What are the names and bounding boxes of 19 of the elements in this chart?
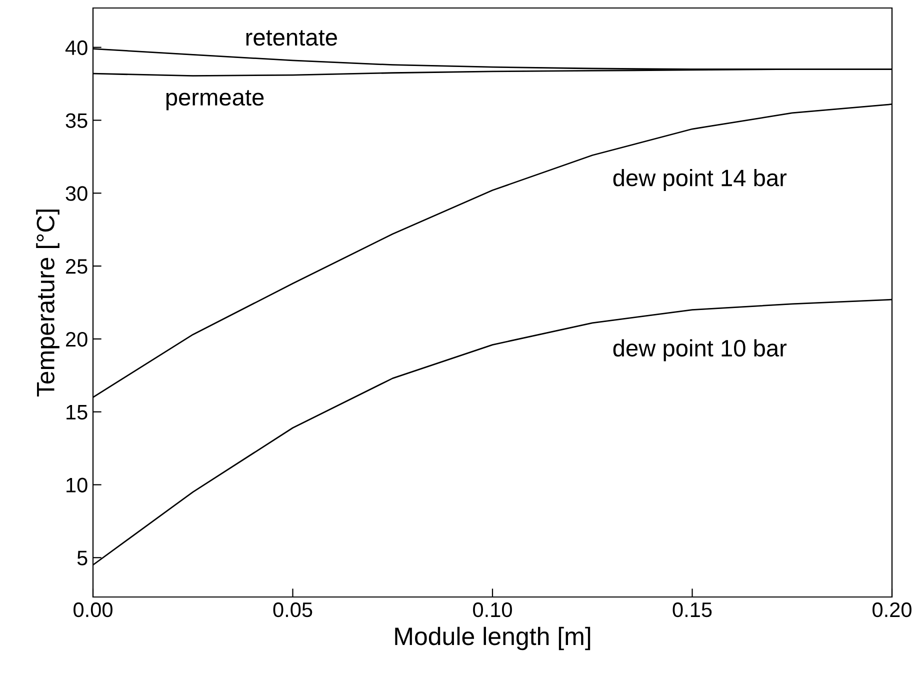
y-tick-label: 10 [66, 478, 88, 492]
y-tick-label: 35 [66, 113, 88, 128]
series-label: dew point 14 bar [613, 168, 787, 191]
series-label: retentate [246, 30, 337, 46]
y-tick-label: 40 [65, 40, 88, 56]
x-tick-label: 0.05 [273, 602, 312, 618]
x-tick-label: 0.20 [872, 602, 912, 618]
x-tick-label: 0.00 [74, 602, 112, 618]
y-tick-label: 25 [66, 259, 88, 274]
series-label: dew point 10 bar [613, 339, 787, 362]
x-tick-label: 0.10 [473, 602, 512, 618]
y-tick-label: 30 [66, 186, 88, 201]
y-tick-label: 15 [66, 405, 88, 420]
x-tick-label: 0.15 [672, 602, 712, 618]
y-axis-title: Temperature [°C] [36, 210, 60, 397]
series-label: permeate [166, 90, 264, 110]
y-tick-label: 20 [66, 332, 88, 347]
x-axis-title: Module length [m] [395, 626, 590, 650]
y-tick-label: 5 [77, 550, 88, 566]
